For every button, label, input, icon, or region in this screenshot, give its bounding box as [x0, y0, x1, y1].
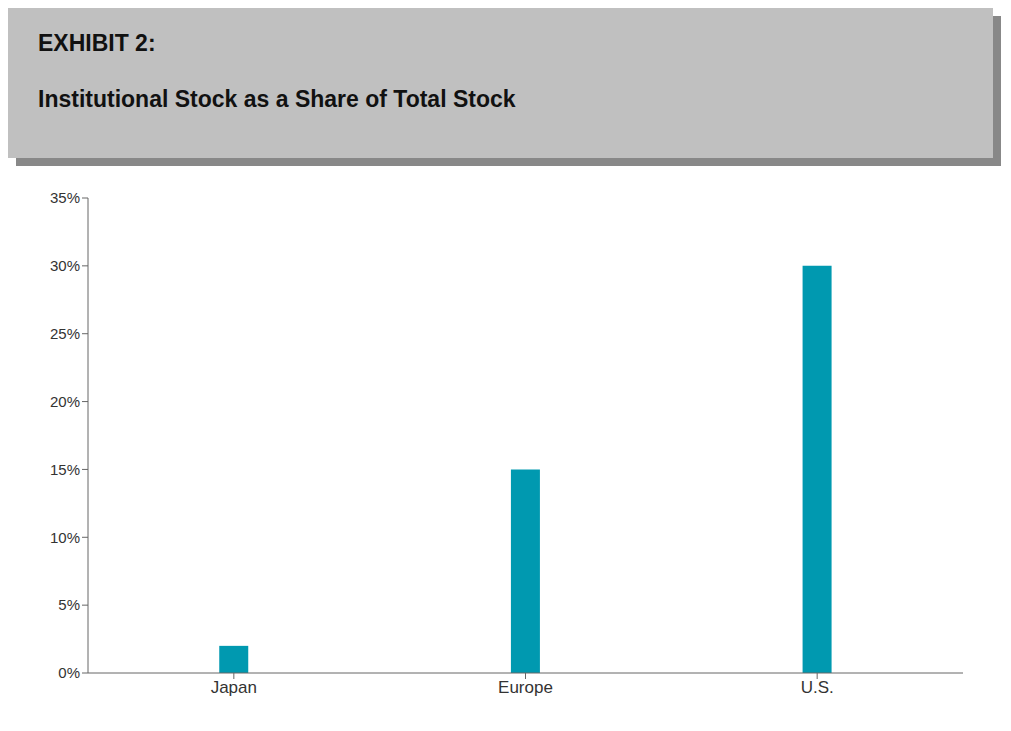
- svg-text:U.S.: U.S.: [801, 678, 834, 697]
- svg-text:15%: 15%: [50, 461, 80, 478]
- svg-text:35%: 35%: [50, 189, 80, 206]
- svg-text:30%: 30%: [50, 257, 80, 274]
- html-text:Institutional Stock as a Share: Institutional Stock as a Share of Total …: [38, 86, 516, 112]
- svg-text:25%: 25%: [50, 325, 80, 342]
- html-text:EXHIBIT 2:: EXHIBIT 2:: [38, 30, 156, 56]
- svg-text:5%: 5%: [58, 596, 80, 613]
- svg-text:Europe: Europe: [498, 678, 553, 697]
- svg-text:10%: 10%: [50, 529, 80, 546]
- svg-text:Japan: Japan: [211, 678, 257, 697]
- svg-text:20%: 20%: [50, 393, 80, 410]
- svg-text:0%: 0%: [58, 664, 80, 681]
